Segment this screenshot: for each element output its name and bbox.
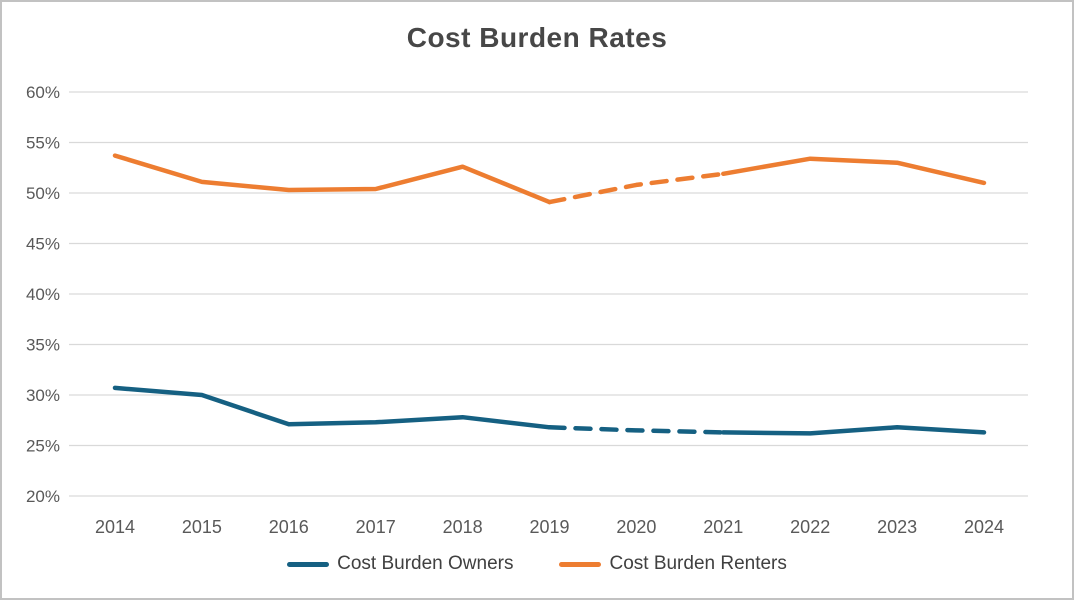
legend-label-renters: Cost Burden Renters bbox=[609, 553, 787, 574]
svg-text:2019: 2019 bbox=[529, 517, 569, 537]
svg-text:35%: 35% bbox=[26, 336, 60, 355]
owners-line-swatch bbox=[287, 561, 330, 567]
svg-text:2020: 2020 bbox=[616, 517, 656, 537]
svg-text:50%: 50% bbox=[26, 184, 60, 203]
svg-text:2015: 2015 bbox=[182, 517, 222, 537]
svg-text:60%: 60% bbox=[26, 83, 60, 102]
svg-text:25%: 25% bbox=[26, 437, 60, 456]
legend: Cost Burden Owners Cost Burden Renters bbox=[2, 553, 1072, 575]
svg-text:2018: 2018 bbox=[443, 517, 483, 537]
svg-text:2022: 2022 bbox=[790, 517, 830, 537]
legend-label-owners: Cost Burden Owners bbox=[337, 553, 514, 574]
legend-item-renters: Cost Burden Renters bbox=[559, 553, 787, 575]
svg-text:20%: 20% bbox=[26, 487, 60, 506]
svg-text:2024: 2024 bbox=[964, 517, 1004, 537]
svg-text:2023: 2023 bbox=[877, 517, 917, 537]
svg-text:55%: 55% bbox=[26, 134, 60, 153]
svg-text:2021: 2021 bbox=[703, 517, 743, 537]
svg-text:40%: 40% bbox=[26, 285, 60, 304]
svg-text:2016: 2016 bbox=[269, 517, 309, 537]
svg-text:45%: 45% bbox=[26, 235, 60, 254]
svg-text:2014: 2014 bbox=[95, 517, 135, 537]
legend-item-owners: Cost Burden Owners bbox=[287, 553, 513, 575]
svg-text:30%: 30% bbox=[26, 386, 60, 405]
chart-title: Cost Burden Rates bbox=[406, 22, 668, 53]
renters-line-swatch bbox=[559, 561, 602, 567]
svg-text:2017: 2017 bbox=[356, 517, 396, 537]
